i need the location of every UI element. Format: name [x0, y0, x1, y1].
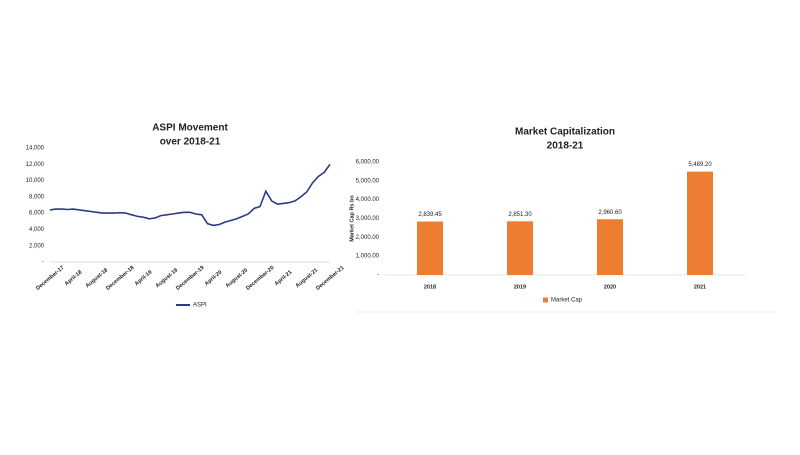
- y-tick-label: 1,000.00: [356, 254, 380, 260]
- chart-subtitle: 2018-21: [547, 141, 584, 152]
- bar: [597, 219, 623, 275]
- x-tick-label: April-20: [204, 269, 224, 287]
- x-tick-label: April-21: [274, 269, 294, 287]
- x-tick-label: April-19: [134, 269, 154, 287]
- x-tick-label: 2018: [424, 284, 436, 290]
- y-tick-label: 2,000: [29, 243, 45, 249]
- y-tick-label: 3,000.00: [356, 216, 380, 222]
- x-tick-label: December-18: [105, 265, 135, 292]
- y-tick-label: 12,000: [26, 162, 45, 168]
- data-label: 2,851.30: [508, 212, 532, 218]
- y-tick-label: 2,000.00: [356, 235, 380, 241]
- x-tick-label: December-20: [245, 265, 275, 292]
- y-tick-label: 8,000: [29, 194, 45, 200]
- x-tick-label: 2021: [694, 284, 706, 290]
- bar: [507, 221, 533, 275]
- y-tick-label: 10,000: [26, 178, 45, 184]
- legend-label: ASPI: [193, 303, 207, 309]
- y-tick-label: 4,000: [29, 227, 45, 233]
- bar: [417, 221, 443, 275]
- y-tick-label: 4,000.00: [356, 197, 380, 203]
- bar: [687, 171, 713, 275]
- x-tick-label: December-19: [175, 265, 205, 292]
- y-tick-label: 6,000.00: [356, 160, 380, 166]
- y-tick-label: -: [42, 260, 44, 266]
- y-tick-label: 6,000: [29, 211, 45, 217]
- chart-title: ASPI Movement: [152, 123, 228, 134]
- chart-title: Market Capitalization: [515, 127, 615, 138]
- x-tick-label: 2019: [514, 284, 526, 290]
- x-tick-label: December-17: [35, 265, 65, 292]
- chart-subtitle: over 2018-21: [160, 137, 221, 148]
- data-label: 2,960.60: [598, 210, 622, 216]
- legend-swatch: [543, 297, 548, 303]
- y-tick-label: 5,000.00: [356, 178, 380, 184]
- data-label: 2,839.45: [418, 212, 442, 218]
- x-tick-label: April-18: [64, 269, 84, 287]
- legend-label: Market Cap: [551, 298, 583, 304]
- y-tick-label: -: [377, 273, 379, 279]
- x-tick-label: 2020: [604, 284, 616, 290]
- data-label: 5,489.20: [688, 162, 712, 168]
- y-axis-label: Market Cap Rs bn: [349, 195, 355, 242]
- x-tick-label: December-21: [315, 265, 345, 292]
- y-tick-label: 14,000: [26, 146, 45, 152]
- line: [49, 163, 331, 227]
